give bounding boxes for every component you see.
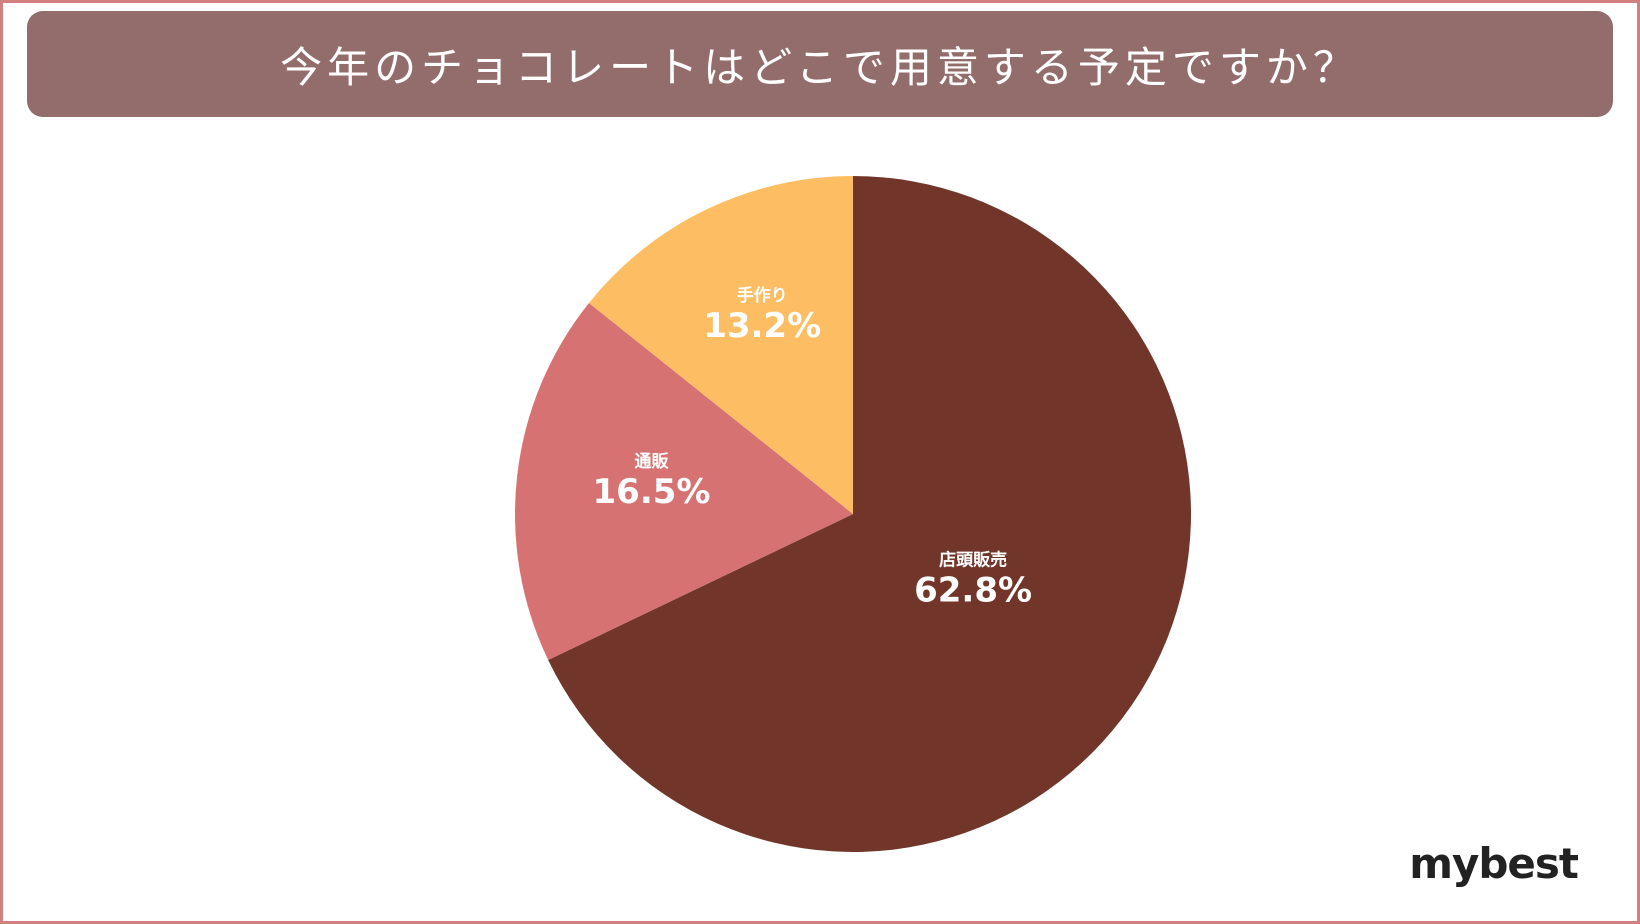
- slice-percent-label: 62.8%: [914, 571, 1032, 611]
- mybest-logo: mybest: [1409, 839, 1579, 888]
- slice-percent-label: 16.5%: [593, 472, 711, 512]
- slice-percent-label: 13.2%: [703, 306, 821, 346]
- chart-title: 今年のチョコレートはどこで用意する予定ですか？: [280, 42, 1360, 92]
- pie-slice-handmade: [588, 176, 853, 514]
- title-banner: 今年のチョコレートはどこで用意する予定ですか？: [27, 11, 1613, 117]
- pie-slice-in-store: [548, 176, 1191, 852]
- pie-slice-online: [514, 303, 853, 660]
- pie-slices: [514, 176, 1191, 852]
- slice-category-label: 通販: [635, 451, 670, 472]
- slice-category-label: 手作り: [737, 285, 788, 306]
- slice-category-label: 店頭販売: [939, 550, 1007, 571]
